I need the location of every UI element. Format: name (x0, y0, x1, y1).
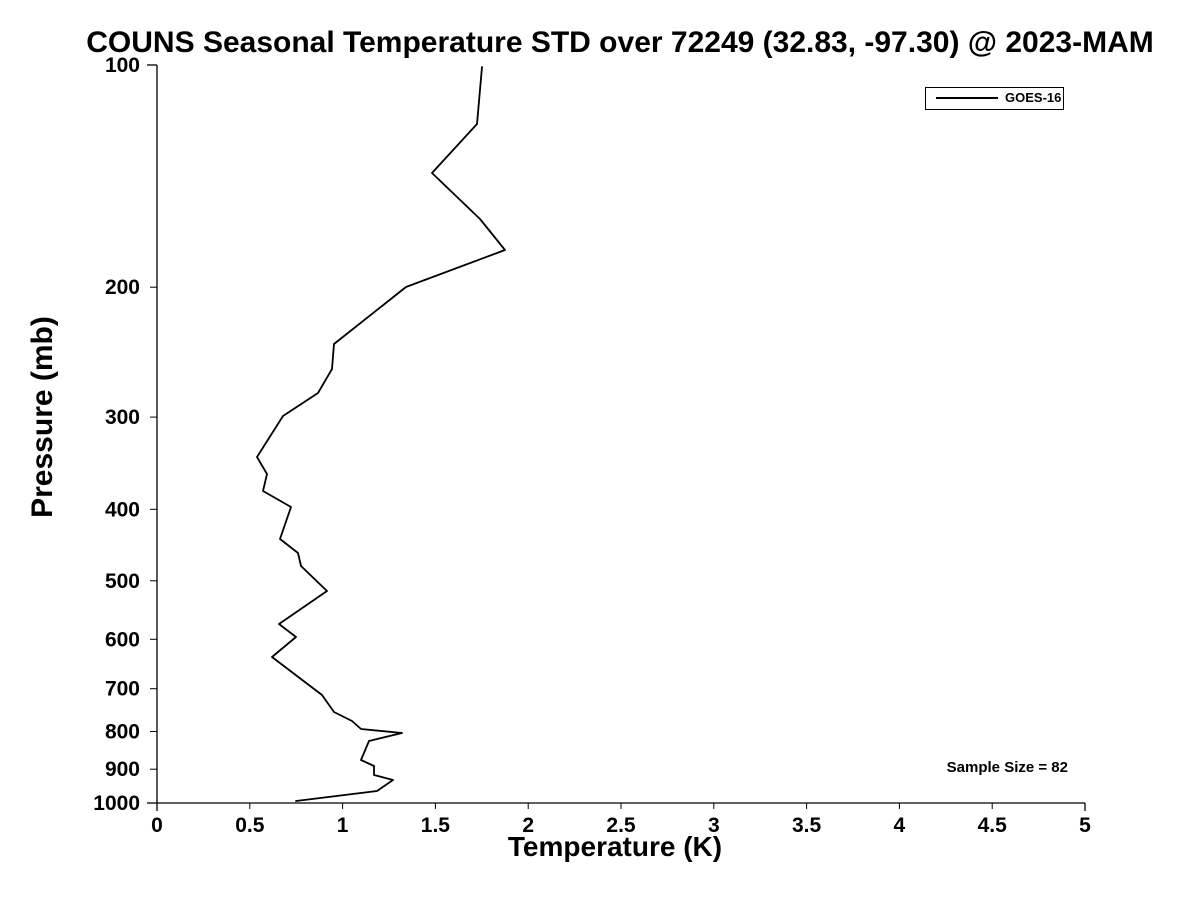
svg-text:Sample Size = 82: Sample Size = 82 (947, 759, 1068, 776)
svg-text:1.5: 1.5 (421, 814, 451, 837)
svg-text:700: 700 (105, 678, 140, 701)
svg-text:900: 900 (105, 758, 140, 781)
svg-text:COUNS Seasonal Temperature STD: COUNS Seasonal Temperature STD over 7224… (86, 26, 1153, 59)
svg-text:1000: 1000 (93, 792, 140, 815)
svg-text:3.5: 3.5 (792, 814, 822, 837)
svg-text:4.5: 4.5 (978, 814, 1008, 837)
svg-text:500: 500 (105, 570, 140, 593)
svg-text:0.5: 0.5 (235, 814, 265, 837)
svg-text:4: 4 (894, 814, 906, 837)
svg-text:100: 100 (105, 54, 140, 77)
svg-text:600: 600 (105, 628, 140, 651)
svg-text:0: 0 (151, 814, 163, 837)
svg-text:Temperature (K): Temperature (K) (508, 831, 722, 862)
svg-text:800: 800 (105, 721, 140, 744)
svg-text:200: 200 (105, 276, 140, 299)
svg-text:GOES-16: GOES-16 (1005, 90, 1061, 105)
svg-text:400: 400 (105, 498, 140, 521)
svg-text:1: 1 (337, 814, 349, 837)
svg-text:Pressure (mb): Pressure (mb) (26, 316, 59, 518)
svg-text:300: 300 (105, 406, 140, 429)
svg-text:5: 5 (1079, 814, 1091, 837)
